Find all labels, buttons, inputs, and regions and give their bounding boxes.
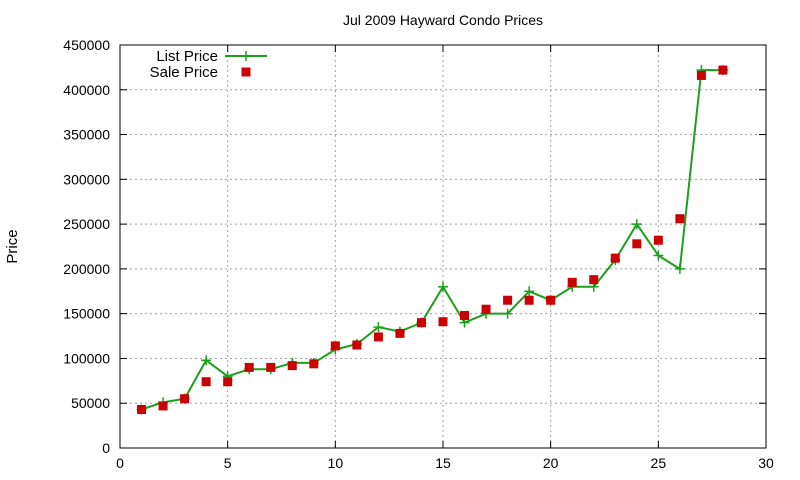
sale-price-point xyxy=(287,361,297,371)
sale-price-point xyxy=(718,65,728,75)
sale-price-point xyxy=(352,340,362,350)
x-tick-label: 15 xyxy=(435,455,451,471)
sale-price-point xyxy=(223,377,233,387)
sale-price-point xyxy=(610,253,620,263)
ticks: 0 50000 100000 150000 200000 250000 300000 3500… xyxy=(63,37,774,471)
sale-price-point xyxy=(546,295,556,305)
x-tick-label: 5 xyxy=(224,455,232,471)
list-price-point xyxy=(502,308,513,319)
sale-price-point xyxy=(330,341,340,351)
sale-price-point xyxy=(460,310,470,320)
list-price-point xyxy=(201,355,212,366)
legend-item: List Price xyxy=(156,48,267,65)
list-price-point xyxy=(653,250,664,261)
plot-frame xyxy=(119,44,767,449)
sale-price-point xyxy=(266,362,276,372)
sale-price-point xyxy=(632,239,642,249)
legend-plus-marker xyxy=(241,51,251,61)
list-price-point xyxy=(674,263,685,274)
sale-price-point xyxy=(137,404,147,414)
sale-price-point xyxy=(675,214,685,224)
x-tick-label: 0 xyxy=(116,455,124,471)
sale-price-point xyxy=(395,328,405,338)
y-tick-label: 400000 xyxy=(63,82,110,98)
y-tick-label: 50000 xyxy=(71,395,110,411)
grid xyxy=(120,45,766,448)
legend-label: Sale Price xyxy=(150,64,218,81)
x-tick-label: 10 xyxy=(328,455,344,471)
sale-price-point xyxy=(180,394,190,404)
y-tick-label: 250000 xyxy=(63,216,110,232)
list-price-point xyxy=(631,219,642,230)
sale-price-point xyxy=(158,401,168,411)
sale-price-point xyxy=(438,317,448,327)
sale-price-point xyxy=(481,304,491,314)
sale-price-point xyxy=(589,275,599,285)
x-tick-label: 30 xyxy=(758,455,774,471)
y-axis-label: Price xyxy=(4,229,21,263)
y-tick-label: 150000 xyxy=(63,306,110,322)
sale-price-point xyxy=(373,332,383,342)
sale-price-point xyxy=(696,70,706,80)
sale-price-point xyxy=(201,377,211,387)
chart-title: Jul 2009 Hayward Condo Prices xyxy=(343,12,543,28)
sale-price-point xyxy=(309,359,319,369)
list-price-line xyxy=(141,69,723,411)
sale-price-point xyxy=(524,295,534,305)
legend-label: List Price xyxy=(156,48,218,65)
sale-price-point xyxy=(416,318,426,328)
list-price-point xyxy=(373,322,384,333)
sale-price-point xyxy=(653,235,663,245)
sale-price-point xyxy=(244,362,254,372)
y-tick-label: 0 xyxy=(102,440,110,456)
series-sale-price xyxy=(137,65,728,414)
y-tick-label: 350000 xyxy=(63,127,110,143)
x-tick-label: 20 xyxy=(543,455,559,471)
y-tick-label: 450000 xyxy=(63,37,110,53)
x-tick-label: 25 xyxy=(651,455,667,471)
list-price-point xyxy=(438,281,448,292)
y-tick-label: 100000 xyxy=(63,350,110,366)
sale-price-point xyxy=(503,295,513,305)
y-tick-label: 200000 xyxy=(63,261,110,277)
series-layer xyxy=(136,65,728,415)
list-price-point xyxy=(524,286,535,297)
legend-item: Sale Price xyxy=(150,64,251,81)
legend-square-marker xyxy=(241,67,251,77)
y-tick-label: 300000 xyxy=(63,171,110,187)
sale-price-point xyxy=(567,277,577,287)
